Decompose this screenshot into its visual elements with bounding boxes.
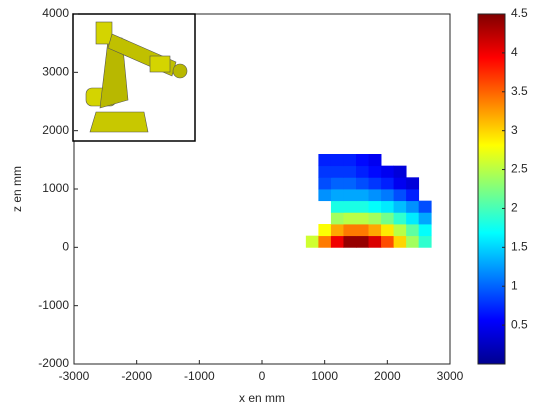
heat-cell [406,177,420,190]
heat-cell [393,200,407,213]
heat-cell [406,189,420,202]
x-tick-label: -2000 [121,369,152,383]
x-tick-label: -1000 [184,369,215,383]
heat-cell [356,235,369,248]
heat-cell [418,224,432,237]
heat-cell [318,177,332,190]
x-tick-label: 3000 [437,369,464,383]
colorbar-tick-label: 0.5 [511,317,528,331]
heat-cell [343,200,357,213]
y-tick-label: -1000 [38,298,69,312]
heat-cell [381,177,394,190]
heat-cell [343,235,357,248]
heat-cell [305,235,319,248]
heat-cell [368,200,382,213]
y-tick-label: 4000 [42,6,69,20]
heat-cell [356,154,369,167]
colorbar-tick-label: 1 [511,278,518,292]
x-tick-label: -3000 [59,369,90,383]
heat-cell [368,224,382,237]
heat-cell [343,154,357,167]
heat-cell [318,235,332,248]
heat-cell [368,177,382,190]
x-tick-label: 2000 [374,369,401,383]
heat-cell [368,154,382,167]
heat-cell [418,200,432,213]
y-tick-label: 1000 [42,181,69,195]
heatmap [305,154,432,248]
inset-robot [72,13,196,142]
heat-cell [406,200,420,213]
heat-cell [381,235,394,248]
x-tick-label: 1000 [311,369,338,383]
heat-cell [418,212,432,225]
heat-cell [356,212,369,225]
heat-cell [356,189,369,202]
heat-cell [368,165,382,178]
heat-cell [381,212,394,225]
heat-cell [393,165,407,178]
colorbar-tick-label: 2 [511,201,518,215]
heat-cell [330,177,344,190]
heat-cell [393,224,407,237]
heat-cell [330,200,344,213]
heat-cell [381,224,394,237]
heat-cell [356,224,369,237]
heat-cell [381,189,394,202]
heat-cell [330,165,344,178]
colorbar [477,13,506,365]
heat-cell [330,212,344,225]
heat-cell [418,235,432,248]
heat-cell [381,165,394,178]
heat-cell [368,189,382,202]
heat-cell [356,200,369,213]
heat-cell [343,165,357,178]
heat-cell [368,212,382,225]
heat-cell [381,200,394,213]
heat-cell [318,165,332,178]
colorbar-tick-label: 4.5 [511,6,528,20]
x-axis-label: x en mm [239,391,285,405]
heat-cell [343,189,357,202]
colorbar-tick-label: 2.5 [511,162,528,176]
heat-cell [393,235,407,248]
heat-cell [318,224,332,237]
heat-cell [406,212,420,225]
heat-cell [356,165,369,178]
heat-cell [393,189,407,202]
heat-cell [406,224,420,237]
colorbar-tick-label: 3.5 [511,84,528,98]
x-tick-label: 0 [259,369,266,383]
heat-cell [343,224,357,237]
heat-cell [330,224,344,237]
heat-cell [330,189,344,202]
heat-cell [343,212,357,225]
y-tick-label: 2000 [42,123,69,137]
heat-cell [393,177,407,190]
y-tick-label: 3000 [42,65,69,79]
y-tick-label: 0 [62,240,69,254]
colorbar-tick-label: 4 [511,45,518,59]
heat-cell [330,235,344,248]
colorbar-tick-label: 1.5 [511,240,528,254]
heat-cell [356,177,369,190]
heat-cell [330,154,344,167]
heat-cell [368,235,382,248]
y-tick-label: -2000 [38,356,69,370]
heat-cell [393,212,407,225]
heat-cell [318,189,332,202]
heat-cell [318,154,332,167]
colorbar-tick-label: 3 [511,123,518,137]
heat-cell [406,235,420,248]
heat-cell [343,177,357,190]
y-axis-label: z en mm [10,166,24,212]
